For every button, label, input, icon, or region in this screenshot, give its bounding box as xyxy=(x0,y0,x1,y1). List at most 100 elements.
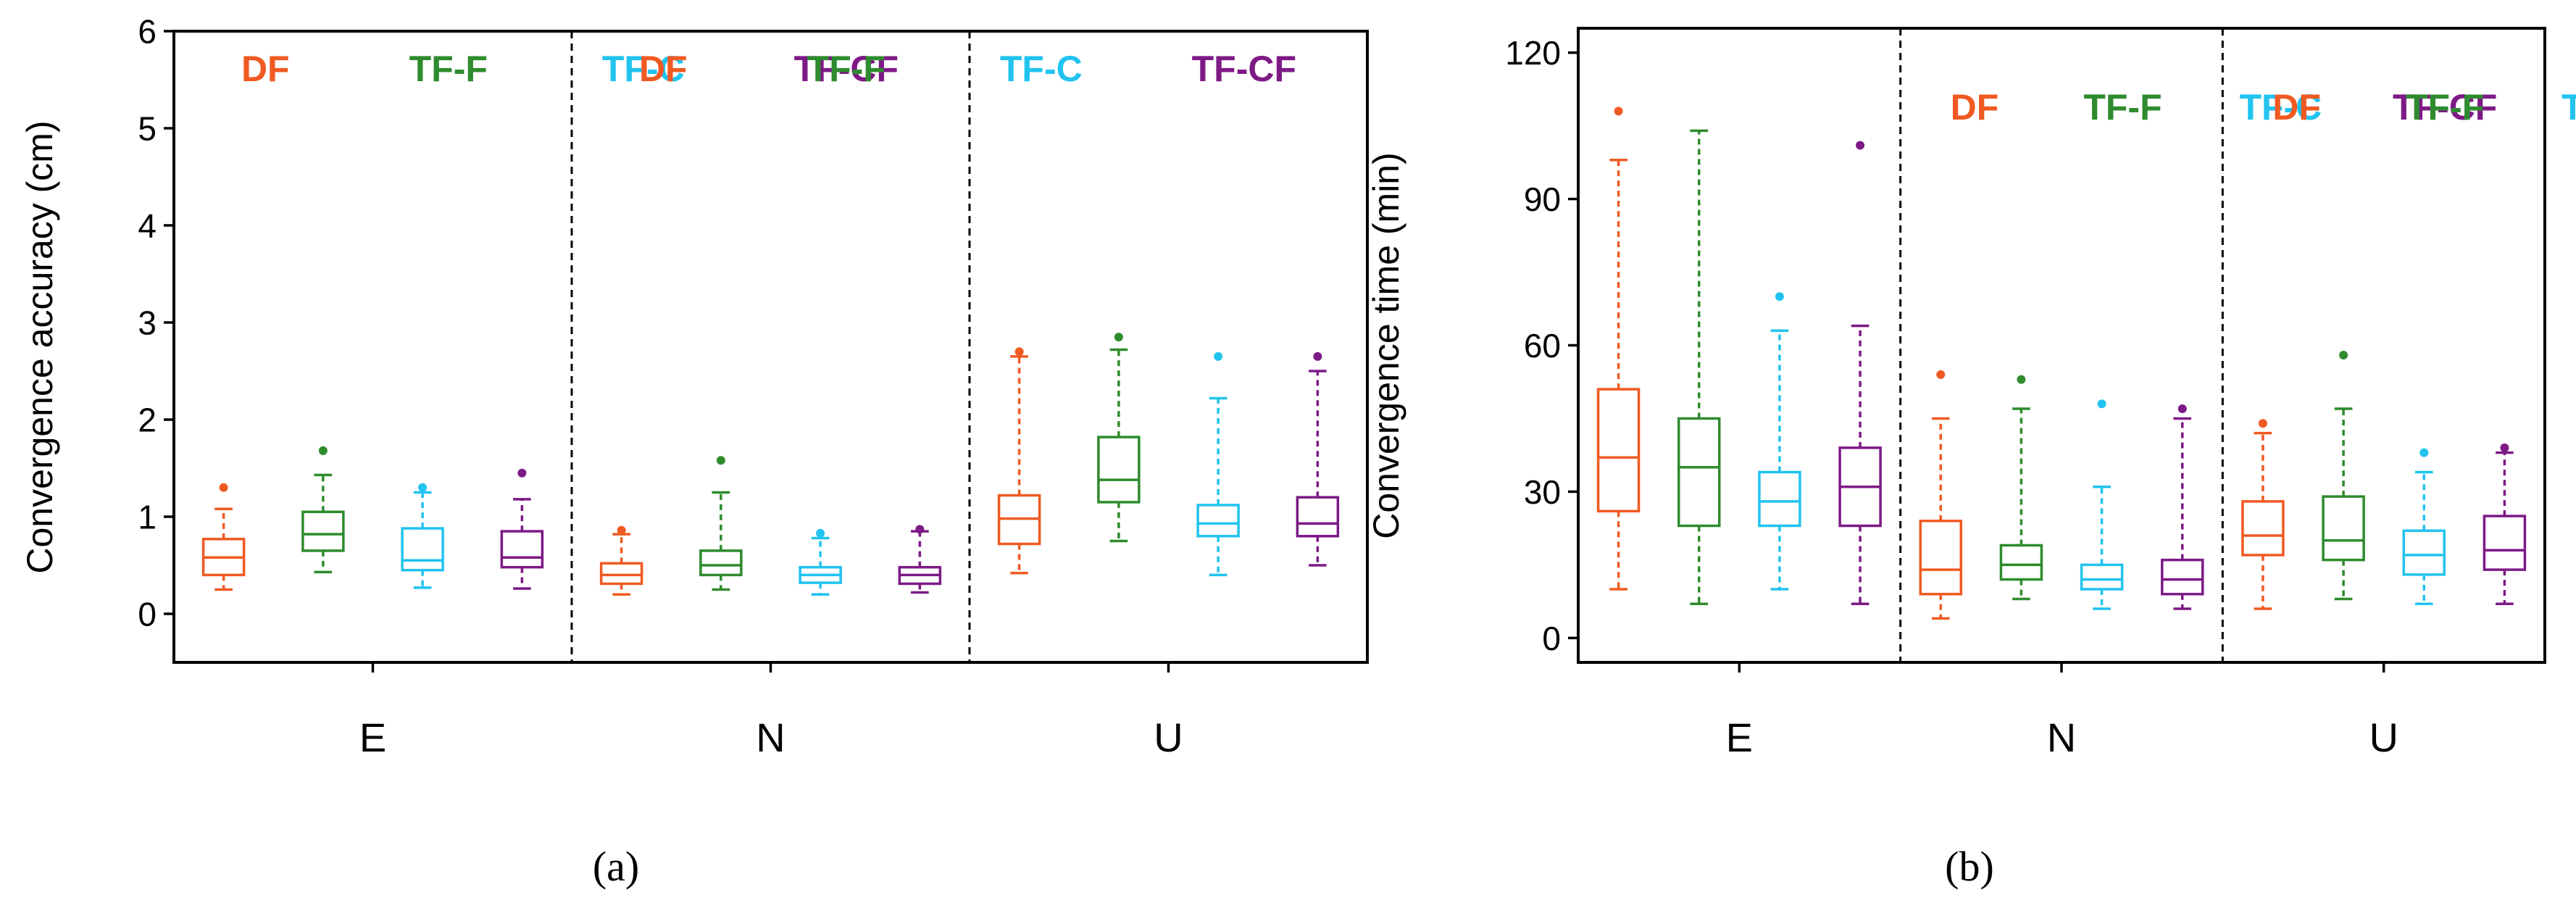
legend-entry-TF-C: TF-C xyxy=(2562,87,2576,128)
box-E-TF-C xyxy=(1758,292,1801,591)
box-N-TF-CF xyxy=(898,525,942,594)
y-tick-label: 120 xyxy=(1505,34,1561,72)
legend-entry-TF-F: TF-F xyxy=(2406,87,2484,128)
box-U-TF-C xyxy=(1196,351,1240,577)
box-iqr xyxy=(1596,388,1641,513)
legend: DF TF-F TF-C TF-CF xyxy=(1951,87,2498,128)
box-N-TF-C xyxy=(2080,399,2124,610)
category-label: N xyxy=(2047,715,2076,760)
y-axis-label: Convergence accuracy (cm) xyxy=(20,120,60,573)
y-tick-label: 1 xyxy=(138,499,157,536)
outlier-point xyxy=(1313,351,1322,361)
legend-entry-TF-F: TF-F xyxy=(409,49,488,89)
outlier-point xyxy=(816,528,825,538)
legend-entry-TF-C: TF-C xyxy=(1000,49,1083,89)
outlier-point xyxy=(1856,141,1865,150)
y-tick-label: 0 xyxy=(1542,620,1561,657)
legend-entry-DF: DF xyxy=(241,49,290,89)
box-iqr xyxy=(1196,504,1240,538)
box-iqr xyxy=(301,510,345,552)
box-iqr xyxy=(401,527,444,572)
outlier-point xyxy=(617,525,626,535)
legend-entry-DF: DF xyxy=(1951,87,1999,128)
box-E-DF xyxy=(201,483,246,591)
legend-entry-TF-F: TF-F xyxy=(807,49,885,89)
box-U-TF-F xyxy=(2322,350,2365,601)
box-U-TF-C xyxy=(2402,448,2446,605)
outlier-point xyxy=(915,525,925,534)
y-axis-label: Convergence time (min) xyxy=(1366,152,1406,539)
y-tick-label: 30 xyxy=(1524,473,1561,511)
outlier-point xyxy=(219,483,228,492)
y-tick-label: 5 xyxy=(138,110,157,148)
box-E-TF-CF xyxy=(500,468,544,590)
y-tick-label: 60 xyxy=(1524,327,1561,365)
box-iqr xyxy=(1758,470,1801,528)
outlier-point xyxy=(2177,404,2187,413)
outlier-point xyxy=(2258,419,2267,428)
outlier-point xyxy=(318,446,328,455)
box-iqr xyxy=(2402,529,2446,576)
box-iqr xyxy=(2483,515,2527,571)
y-tick-label: 3 xyxy=(138,304,157,342)
legend-entry-TF-CF: TF-CF xyxy=(794,49,899,89)
box-iqr xyxy=(2322,495,2365,562)
category-label: U xyxy=(1154,715,1183,760)
box-iqr xyxy=(2161,558,2204,596)
outlier-point xyxy=(1775,292,1784,301)
y-tick-label: 90 xyxy=(1524,180,1561,218)
box-iqr xyxy=(1919,520,1962,596)
legend-entry-TF-CF: TF-CF xyxy=(2393,87,2497,128)
box-iqr xyxy=(699,549,743,577)
legend-entry-TF-C: TF-C xyxy=(602,49,685,89)
box-iqr xyxy=(599,562,643,586)
box-iqr xyxy=(2080,563,2124,591)
y-tick-label: 0 xyxy=(138,596,157,633)
box-U-TF-CF xyxy=(1296,351,1340,567)
legend: DF TF-F TF-C TF-CF xyxy=(639,49,1296,89)
legend: DF TF-F TF-C TF-CF xyxy=(2272,87,2576,128)
outlier-point xyxy=(418,483,428,492)
outlier-point xyxy=(1214,351,1223,361)
y-tick-label: 4 xyxy=(138,207,157,245)
outlier-point xyxy=(2097,399,2106,409)
box-N-DF xyxy=(599,525,643,596)
panel-label: (b) xyxy=(1945,843,1994,890)
box-E-DF xyxy=(1596,107,1641,591)
y-tick-label: 2 xyxy=(138,401,157,439)
outlier-point xyxy=(2017,375,2026,384)
legend-entry-TF-F: TF-F xyxy=(2083,87,2162,128)
plot-frame xyxy=(172,30,1369,664)
box-E-TF-C xyxy=(401,483,444,589)
legend: DF TF-F TF-C TF-CF xyxy=(241,49,899,89)
box-iqr xyxy=(1296,496,1340,538)
box-N-TF-F xyxy=(1999,375,2043,601)
box-iqr xyxy=(1097,436,1141,504)
box-E-TF-CF xyxy=(1838,141,1882,605)
legend-entry-TF-CF: TF-CF xyxy=(1192,49,1296,89)
box-E-TF-F xyxy=(301,446,345,574)
outlier-point xyxy=(716,456,725,465)
outlier-point xyxy=(1936,370,1946,379)
box-iqr xyxy=(1999,544,2043,581)
legend-entry-DF: DF xyxy=(639,49,688,89)
legend-entry-TF-C: TF-C xyxy=(2239,87,2322,128)
outlier-point xyxy=(2500,443,2509,452)
box-E-TF-F xyxy=(1677,129,1721,605)
box-N-TF-F xyxy=(699,456,743,591)
box-U-TF-CF xyxy=(2483,443,2527,605)
outlier-point xyxy=(1614,107,1623,116)
category-label: E xyxy=(359,715,386,760)
box-N-TF-C xyxy=(799,528,842,596)
box-U-TF-F xyxy=(1097,333,1141,543)
category-label: N xyxy=(756,715,785,760)
y-tick-label: 6 xyxy=(138,13,157,51)
box-N-DF xyxy=(1919,370,1962,620)
outlier-point xyxy=(2339,350,2348,359)
box-iqr xyxy=(500,530,544,569)
box-iqr xyxy=(2241,500,2285,557)
panel-label: (a) xyxy=(593,843,639,890)
